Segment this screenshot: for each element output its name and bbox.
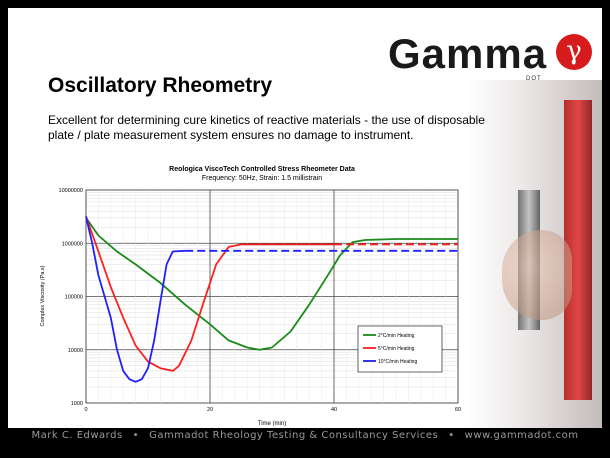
legend-label: 10°C/min Heating — [378, 359, 417, 365]
x-tick-label: 0 — [84, 407, 87, 413]
y-tick-labels: 1000 10000 100000 1000000 10000000 — [59, 188, 83, 407]
series-lines — [85, 216, 458, 383]
y-tick-label: 1000 — [71, 401, 83, 407]
x-tick-label: 20 — [207, 407, 213, 413]
logo-wordmark: Gamma — [388, 30, 548, 77]
footer-website[interactable]: www.gammadot.com — [464, 430, 579, 441]
series-line-3 — [85, 216, 186, 383]
slide-panel: Gamma γ DOT Oscillatory Rheometry Excell… — [8, 8, 602, 428]
footer-separator: • — [448, 430, 455, 441]
operator-hand — [502, 230, 572, 320]
y-axis-label: Complex Viscosity (Pa.s) — [40, 265, 46, 326]
logo-subtext: DOT — [526, 76, 542, 82]
legend-box — [357, 325, 443, 373]
x-tick-label: 60 — [455, 407, 461, 413]
x-axis-label: Time (min) — [258, 421, 286, 427]
y-tick-label: 10000 — [68, 348, 83, 354]
gammadot-logo: Gamma γ DOT — [388, 30, 602, 82]
slide-title: Oscillatory Rheometry — [48, 74, 273, 97]
chart-subtitle: Frequency: 50Hz, Strain: 1.5 millistrain — [202, 175, 322, 182]
y-tick-label: 1000000 — [62, 241, 83, 247]
legend-label: 2°C/min Heating — [378, 333, 415, 339]
y-tick-label: 10000000 — [59, 188, 83, 194]
x-tick-label: 40 — [331, 407, 337, 413]
footer-author: Mark C. Edwards — [31, 430, 123, 441]
footer-company: Gammadot Rheology Testing & Consultancy … — [149, 430, 439, 441]
logo-gamma-icon: γ — [556, 34, 592, 70]
footer-separator: • — [132, 430, 140, 441]
chart-title: Reologica ViscoTech Controlled Stress Rh… — [169, 166, 355, 173]
x-tick-labels: 0 20 40 60 — [84, 407, 461, 413]
slide-description: Excellent for determining cure kinetics … — [48, 113, 485, 142]
y-tick-label: 100000 — [65, 295, 83, 301]
rheometer-photo — [466, 80, 602, 428]
chart-legend: 2°C/min Heating 5°C/min Heating 10°C/min H… — [357, 325, 443, 373]
slide-footer: Mark C. Edwards • Gammadot Rheology Testin… — [0, 430, 610, 441]
viscosity-chart: Reologica ViscoTech Controlled Stress Rh… — [40, 166, 461, 427]
series-line-1 — [85, 217, 458, 351]
legend-label: 5°C/min Heating — [378, 346, 415, 352]
series-line-2 — [85, 216, 334, 372]
